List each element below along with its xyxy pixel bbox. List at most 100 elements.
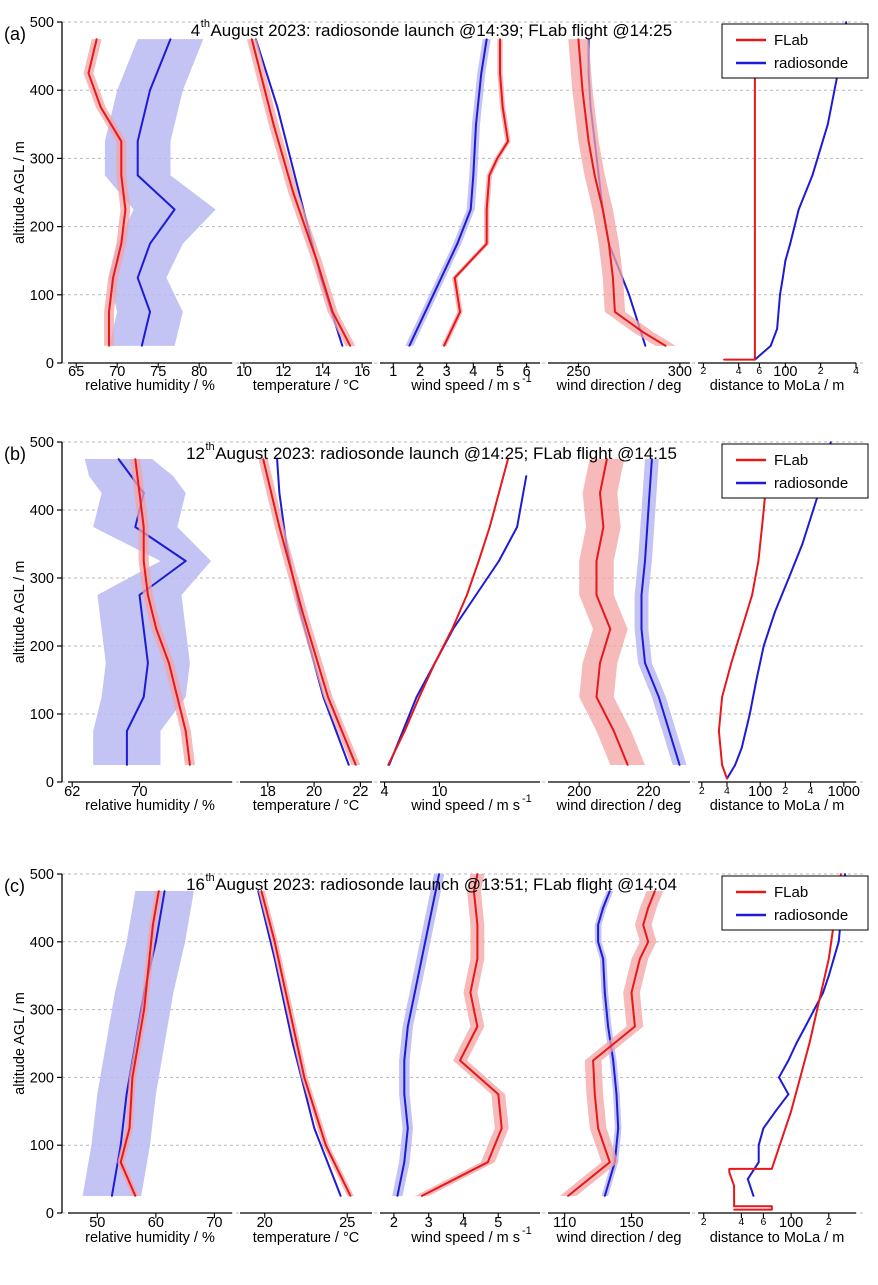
flab-data-point: [754, 293, 756, 296]
radiosonde-data-point: [640, 628, 643, 630]
radiosonde-uncertainty-band: [392, 874, 445, 1196]
radiosonde-data-point: [784, 259, 787, 262]
legend: FLab radiosonde: [721, 443, 869, 499]
flab-data-point: [499, 38, 501, 40]
x-tick-label: 14: [315, 364, 331, 380]
y-tick-label: 200: [30, 220, 54, 236]
radiosonde-data-point: [142, 628, 145, 630]
flab-data-point: [157, 890, 160, 892]
flab-data-point: [496, 157, 499, 160]
flab-data-point: [108, 311, 110, 313]
radiosonde-data-point: [149, 89, 151, 92]
radiosonde-data-point: [752, 1195, 755, 1197]
radiosonde-data-point: [291, 1042, 294, 1045]
flab-data-point: [626, 764, 629, 766]
y-tick-label: 400: [30, 935, 54, 951]
radiosonde-data-point: [413, 991, 416, 994]
radiosonde-data-point: [475, 594, 477, 596]
flab-data-point: [602, 526, 605, 528]
radiosonde-data-point: [608, 890, 611, 892]
flab-data-point: [499, 72, 501, 75]
flab-data-point: [476, 924, 479, 926]
x-axis-label: wind direction / deg: [556, 798, 682, 814]
radiosonde-data-point: [748, 713, 751, 715]
panel-letter: (c): [4, 876, 25, 896]
panel-letter: (b): [4, 444, 26, 464]
flab-data-point: [718, 730, 720, 732]
flab-data-point: [498, 492, 500, 494]
flab-data-point: [128, 1127, 131, 1130]
x-tick-label: 1: [389, 364, 397, 380]
flab-data-point: [595, 696, 598, 698]
x-tick-label: 16: [354, 364, 370, 380]
radiosonde-data-point: [827, 974, 830, 977]
y-tick-label: 300: [30, 571, 54, 587]
radiosonde-data-point: [408, 345, 411, 347]
x-tick-label: 1000: [828, 784, 860, 800]
radiosonde-data-point: [644, 560, 646, 562]
radiosonde-data-point: [485, 38, 488, 40]
flab-data-point: [751, 594, 753, 596]
flab-data-point: [262, 458, 265, 460]
radiosonde-data-point: [278, 492, 281, 494]
flab-data-point: [592, 1059, 594, 1062]
y-tick-label: 100: [30, 707, 54, 723]
flab-profile-line: [577, 39, 667, 347]
flab-data-point: [112, 276, 114, 279]
chart-title-text: August 2023: radiosonde launch @14:39; F…: [210, 21, 672, 40]
flab-data-point: [134, 458, 137, 460]
flab-data-point: [827, 957, 830, 960]
flab-data-point: [260, 890, 263, 892]
flab-data-point: [288, 1008, 291, 1011]
radiosonde-data-point: [845, 21, 848, 23]
x-tick-label: 2: [818, 365, 824, 377]
legend-label: FLab: [774, 884, 808, 901]
radiosonde-data-point: [125, 1093, 128, 1096]
x-tick-label: 100: [779, 1215, 803, 1231]
flab-data-point: [476, 1025, 479, 1028]
x-tick-label: 10: [431, 784, 447, 800]
radiosonde-data-point: [787, 1093, 790, 1096]
flab-data-point: [168, 662, 170, 664]
radiosonde-data-point: [757, 1161, 760, 1164]
radiosonde-data-point: [829, 441, 832, 443]
flab-data-point: [403, 730, 406, 732]
flab-profile-line: [595, 458, 629, 766]
radiosonde-data-point: [740, 747, 743, 749]
flab-data-point: [608, 1161, 611, 1164]
radiosonde-data-point: [776, 328, 778, 330]
x-tick-label: 70: [109, 364, 125, 380]
chart-title-superscript: th: [201, 18, 210, 30]
x-tick-label: 62: [64, 784, 80, 800]
flab-data-point: [614, 311, 616, 313]
x-tick-label: 2: [826, 1216, 832, 1228]
flab-data-point: [612, 276, 614, 279]
radiosonde-data-point: [184, 560, 187, 562]
radiosonde-data-point: [644, 345, 647, 347]
x-axis-label-superscript: -1: [522, 373, 532, 385]
radiosonde-data-point: [136, 140, 139, 143]
legend-label: radiosonde: [774, 907, 848, 924]
flab-data-point: [434, 662, 436, 664]
flab-data-point: [486, 1161, 489, 1164]
x-tick-label: 2: [782, 785, 788, 797]
flab-profile-line: [717, 455, 767, 779]
flab-data-point: [134, 1195, 137, 1197]
radiosonde-data-point: [617, 1127, 620, 1130]
radiosonde-data-point: [472, 174, 475, 177]
radiosonde-data-point: [628, 293, 630, 296]
x-tick-label: 4: [724, 785, 730, 797]
flab-data-point: [762, 509, 765, 511]
flab-data-point: [120, 140, 123, 143]
flab-data-point: [184, 730, 187, 732]
radiosonde-data-point: [313, 1127, 316, 1130]
radiosonde-data-point: [434, 890, 437, 892]
